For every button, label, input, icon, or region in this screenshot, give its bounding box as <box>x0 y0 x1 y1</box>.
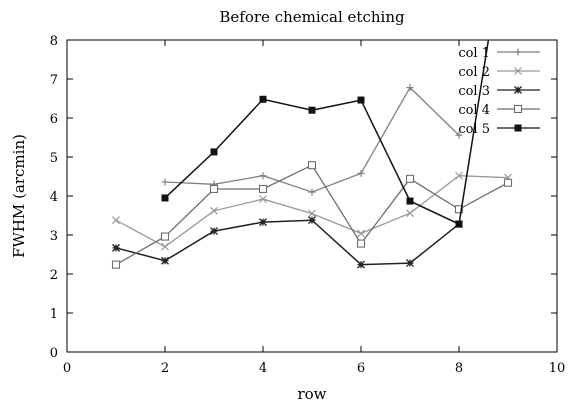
axis-ticks: 0 2 4 6 8 10 0 1 2 3 4 5 6 7 8 <box>50 34 566 376</box>
data-point <box>514 124 522 132</box>
data-point <box>406 197 414 205</box>
data-point <box>308 216 316 225</box>
series-line <box>164 39 490 226</box>
data-point <box>308 209 316 218</box>
x-tick-label: 8 <box>455 361 463 376</box>
y-tick-label: 6 <box>50 112 58 127</box>
data-point <box>455 131 463 139</box>
data-point <box>259 195 267 204</box>
data-point <box>513 104 523 114</box>
series-layer <box>111 39 513 269</box>
legend: col 1 col 2 col 3 col 4 col 5 <box>458 46 540 137</box>
legend-label: col 4 <box>458 103 490 118</box>
data-point <box>111 260 121 269</box>
legend-item: col 3 <box>458 84 540 99</box>
data-point <box>307 161 317 170</box>
y-tick-label: 1 <box>50 307 58 322</box>
data-point <box>259 218 267 227</box>
data-point <box>259 95 267 103</box>
y-tick-label: 0 <box>50 346 58 361</box>
data-point <box>112 216 120 225</box>
data-point <box>455 171 463 180</box>
data-point <box>161 256 169 265</box>
legend-label: col 2 <box>458 65 490 80</box>
x-tick-label: 6 <box>357 361 365 376</box>
data-point <box>210 227 218 236</box>
data-point <box>514 86 522 94</box>
data-point <box>112 243 120 252</box>
series-col-5 <box>161 39 490 228</box>
x-tick-label: 4 <box>259 361 267 376</box>
series-col-1 <box>161 84 463 196</box>
data-point <box>357 96 365 104</box>
series-line <box>115 219 460 266</box>
data-point <box>455 220 463 228</box>
x-tick-label: 0 <box>63 361 71 376</box>
legend-label: col 5 <box>458 122 490 137</box>
y-tick-label: 5 <box>50 151 58 166</box>
series-line <box>164 86 460 193</box>
data-point <box>406 209 414 218</box>
data-point <box>259 172 267 180</box>
x-axis-label: row <box>297 385 326 403</box>
x-tick-label: 10 <box>549 361 566 376</box>
data-point <box>357 229 365 238</box>
series-col-4 <box>111 161 513 269</box>
data-point <box>209 184 219 194</box>
legend-item: col 5 <box>458 122 540 137</box>
data-point <box>503 178 513 187</box>
data-point <box>161 242 169 251</box>
y-tick-label: 7 <box>50 73 58 88</box>
data-point <box>356 239 366 248</box>
data-point <box>161 194 169 202</box>
series-col-3 <box>112 216 463 269</box>
data-point <box>357 260 365 269</box>
x-tick-label: 2 <box>161 361 169 376</box>
legend-label: col 3 <box>458 84 490 99</box>
series-col-2 <box>112 171 512 251</box>
data-point <box>308 188 316 196</box>
legend-item: col 4 <box>458 103 540 118</box>
data-point <box>514 48 522 56</box>
legend-item: col 2 <box>458 65 540 80</box>
legend-item: col 1 <box>458 46 540 61</box>
data-point <box>454 205 464 214</box>
series-line <box>115 164 509 266</box>
data-point <box>161 178 169 186</box>
data-point <box>160 232 170 241</box>
data-point <box>514 67 522 75</box>
data-point <box>357 169 365 177</box>
y-tick-label: 2 <box>50 268 58 283</box>
data-point <box>405 174 415 183</box>
chart-title: Before chemical etching <box>219 8 405 26</box>
y-tick-label: 3 <box>50 229 58 244</box>
data-point <box>406 259 414 268</box>
y-axis-label: FWHM (arcmin) <box>10 134 28 258</box>
data-point <box>210 148 218 156</box>
data-point <box>406 84 414 92</box>
data-point <box>308 106 316 114</box>
y-tick-label: 4 <box>50 190 58 205</box>
series-line <box>115 175 509 248</box>
legend-label: col 1 <box>458 46 490 61</box>
y-tick-label: 8 <box>50 34 58 49</box>
data-point <box>210 206 218 215</box>
data-point <box>258 184 268 194</box>
